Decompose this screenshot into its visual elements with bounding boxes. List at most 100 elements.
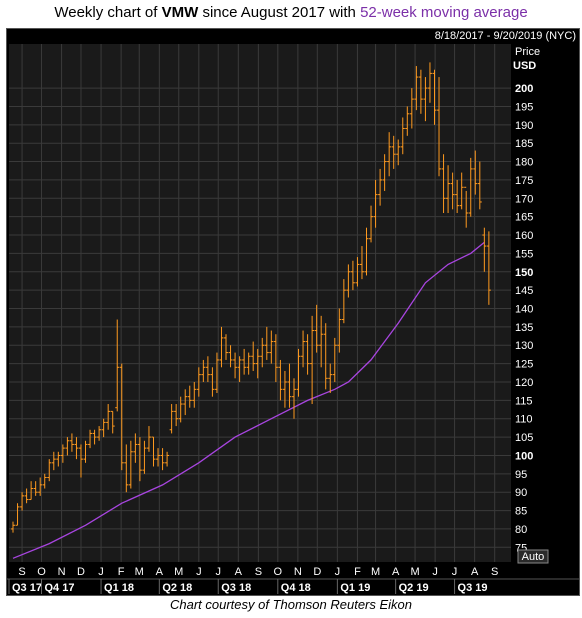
ohlc-bar	[165, 451, 170, 467]
chart-credit: Chart courtesy of Thomson Reuters Eikon	[169, 597, 413, 612]
y-tick-label: 95	[515, 469, 527, 481]
ohlc-bar	[387, 132, 392, 177]
y-tick-label: 110	[515, 414, 533, 426]
ohlc-bar	[350, 260, 355, 291]
y-tick-label: 125	[515, 359, 533, 371]
y-axis: 7580859095100105110115120125130135140145…	[515, 83, 533, 554]
chart-title: Weekly chart of VMW since August 2017 wi…	[0, 0, 582, 28]
month-tick-label: J	[196, 566, 202, 578]
ohlc-bar	[264, 326, 269, 360]
ohlc-bar	[255, 348, 260, 379]
ohlc-bar	[201, 359, 206, 382]
ohlc-bar	[337, 308, 342, 353]
y-tick-label: 195	[515, 101, 533, 113]
ohlc-bar	[151, 436, 156, 467]
ohlc-bar	[414, 66, 419, 111]
ohlc-bar	[364, 227, 369, 276]
month-tick-label: A	[235, 566, 243, 578]
y-tick-label: 155	[515, 248, 533, 260]
quarter-tick-label: Q1 18	[104, 582, 134, 594]
ohlc-bar	[432, 69, 437, 125]
month-tick-label: D	[313, 566, 321, 578]
ohlc-bar	[323, 323, 328, 390]
y-tick-label: 90	[515, 487, 527, 499]
date-range-label: 8/18/2017 - 9/20/2019 (NYC)	[435, 30, 576, 42]
ohlc-bar	[282, 370, 287, 408]
ohlc-bar	[24, 488, 29, 504]
ohlc-bar	[418, 69, 423, 114]
ohlc-bar	[178, 396, 183, 423]
ohlc-bar	[142, 440, 147, 474]
y-tick-label: 180	[515, 157, 533, 169]
month-tick-label: J	[452, 566, 458, 578]
ohlc-bar	[101, 418, 106, 438]
ohlc-bar	[450, 172, 455, 210]
y-tick-label: 200	[515, 83, 533, 95]
ohlc-bar	[314, 304, 319, 353]
plot-area	[9, 44, 511, 562]
y-tick-label: 170	[515, 193, 533, 205]
ohlc-bar	[328, 363, 333, 394]
y-tick-label: 105	[515, 432, 533, 444]
ohlc-bar	[210, 367, 215, 397]
ohlc-bar	[119, 363, 124, 471]
ohlc-bar	[269, 330, 274, 364]
ohlc-bar	[332, 337, 337, 382]
ohlc-bar	[137, 437, 142, 482]
ohlc-bar	[319, 315, 324, 368]
title-middle: since August 2017 with	[198, 4, 361, 21]
ohlc-bar	[305, 334, 310, 375]
month-tick-label: D	[77, 566, 85, 578]
ohlc-bar	[192, 381, 197, 408]
ohlc-bar	[373, 179, 378, 228]
price-chart[interactable]: 8/18/2017 - 9/20/2019 (NYC) Price USD 75…	[6, 28, 580, 596]
ohlc-bar	[224, 334, 229, 360]
ohlc-bar	[242, 348, 247, 375]
quarter-tick-label: Q4 18	[281, 582, 311, 594]
ohlc-bar	[369, 205, 374, 243]
y-tick-label: 160	[515, 230, 533, 242]
ohlc-bar	[214, 352, 219, 394]
month-tick-label: A	[156, 566, 164, 578]
y-tick-label: 185	[515, 138, 533, 150]
ohlc-bar	[237, 356, 242, 382]
ohlc-bar	[301, 330, 306, 368]
ohlc-bar	[106, 404, 111, 430]
ohlc-bar	[437, 77, 442, 177]
y-tick-label: 115	[515, 395, 533, 407]
ohlc-bar	[359, 246, 364, 280]
x-axis: S O N D J F M A M J J A S O N D J F M A M J J A SQ3 17 Q4 17 Q1 18…	[6, 566, 580, 594]
auto-scale-button[interactable]	[517, 549, 549, 564]
ohlc-bar	[464, 186, 469, 228]
ohlc-bar	[396, 139, 401, 166]
ohlc-bar	[468, 157, 473, 217]
ohlc-bar	[405, 106, 410, 136]
ohlc-bar	[455, 179, 460, 213]
ohlc-bar	[341, 279, 346, 324]
ohlc-bar	[260, 337, 265, 368]
ohlc-bar	[83, 440, 88, 463]
price-series	[11, 62, 491, 533]
currency-label: USD	[513, 60, 536, 72]
ohlc-bar	[128, 440, 133, 489]
ohlc-bar	[78, 444, 83, 478]
month-tick-label: O	[274, 566, 283, 578]
ohlc-bar	[38, 477, 43, 496]
y-tick-label: 85	[515, 506, 527, 518]
ohlc-bar	[246, 352, 251, 375]
ohlc-bar	[11, 521, 15, 533]
month-tick-label: J	[432, 566, 438, 578]
month-tick-label: A	[471, 566, 479, 578]
month-tick-label: M	[174, 566, 183, 578]
grid	[9, 44, 511, 562]
y-tick-label: 190	[515, 120, 533, 132]
ohlc-bar	[233, 352, 238, 379]
ohlc-bar	[33, 481, 38, 496]
quarter-tick-label: Q1 19	[340, 582, 370, 594]
ohlc-bar	[400, 117, 405, 155]
ohlc-bar	[486, 231, 491, 305]
ohlc-bar	[477, 161, 482, 210]
ohlc-bar	[482, 227, 487, 272]
month-tick-label: J	[335, 566, 341, 578]
ohlc-bar	[88, 429, 93, 449]
